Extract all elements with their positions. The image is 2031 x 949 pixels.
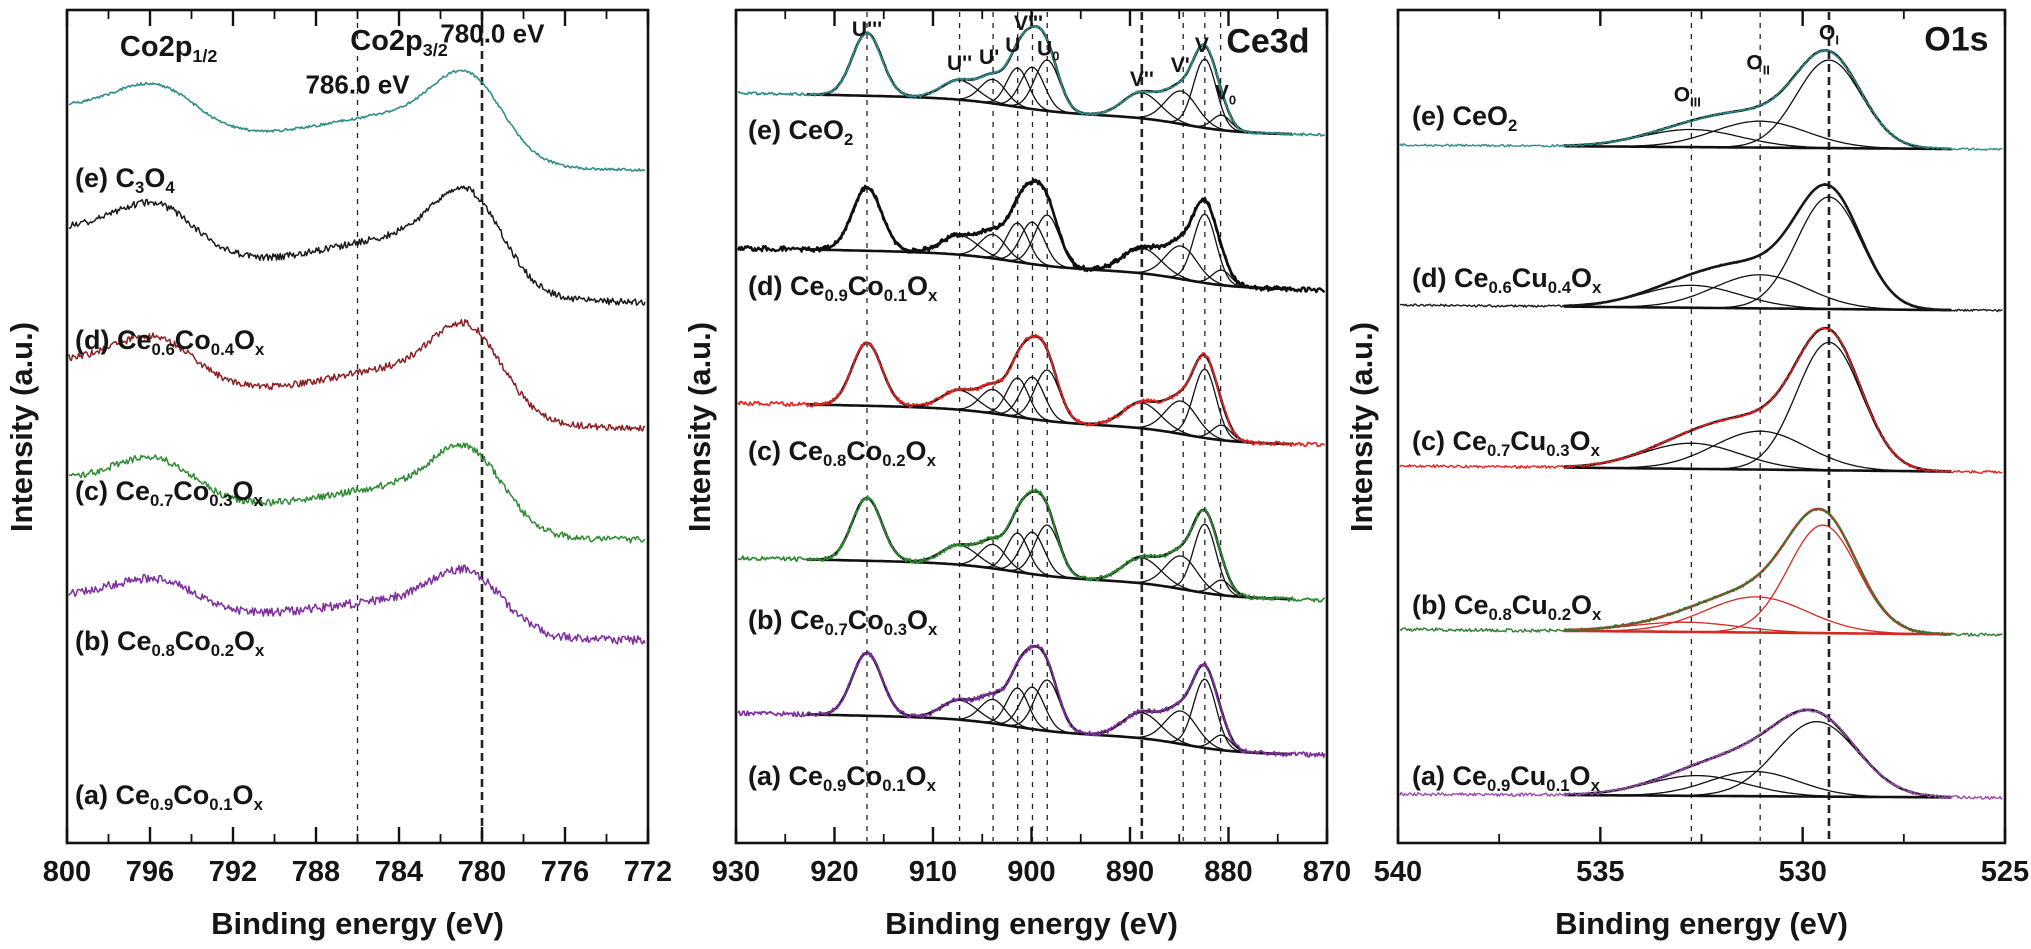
spectrum-curve-ce3d-b xyxy=(737,488,1326,603)
fit-component-ce3d-e-2 xyxy=(806,78,1292,135)
spectrum-curve-co2p-c xyxy=(68,318,646,432)
fit-component-ce3d-a-1 xyxy=(806,699,1292,755)
plot-border xyxy=(734,8,1329,845)
fit-component-ce3d-b-2 xyxy=(806,543,1292,600)
panel-co2p xyxy=(65,8,650,845)
fit-component-o1s-d-1 xyxy=(1563,274,1952,311)
panel-o1s xyxy=(1396,8,2007,845)
fit-component-ce3d-c-2 xyxy=(806,388,1292,445)
spectrum-curve-ce3d-a xyxy=(737,643,1326,758)
fit-component-ce3d-d-9 xyxy=(806,248,1292,290)
spectrum-curve-o1s-a xyxy=(1399,708,2003,800)
spectrum-curve-o1s-d xyxy=(1399,182,2003,313)
fit-component-ce3d-c-9 xyxy=(806,403,1292,445)
fit-envelope-o1s-c xyxy=(1563,326,1952,473)
fit-component-o1s-e-1 xyxy=(1563,120,1952,150)
fit-component-o1s-b-1 xyxy=(1563,596,1952,635)
fit-envelope-ce3d-c xyxy=(806,334,1292,446)
fit-component-ce3d-c-1 xyxy=(806,389,1292,445)
fit-component-o1s-c-1 xyxy=(1563,430,1952,473)
fit-component-ce3d-b-1 xyxy=(806,544,1292,600)
fit-component-ce3d-a-2 xyxy=(806,698,1292,755)
fit-component-ce3d-e-9 xyxy=(806,93,1292,135)
spectrum-curve-co2p-e xyxy=(68,69,646,172)
spectrum-curve-ce3d-e xyxy=(737,24,1325,137)
spectrum-curve-o1s-e xyxy=(1399,48,2003,151)
fit-component-ce3d-a-9 xyxy=(806,713,1292,755)
fit-component-ce3d-b-9 xyxy=(806,558,1292,600)
fit-envelope-o1s-e xyxy=(1563,49,1952,151)
spectrum-curve-o1s-b xyxy=(1399,507,2003,637)
spectrum-curve-ce3d-c xyxy=(737,333,1325,448)
fit-component-ce3d-e-1 xyxy=(806,79,1292,135)
spectrum-curve-co2p-b xyxy=(68,442,646,544)
spectrum-curve-co2p-d xyxy=(68,185,646,306)
panel-ce3d xyxy=(734,8,1329,845)
spectrum-curve-co2p-a xyxy=(68,564,646,645)
fit-envelope-o1s-d xyxy=(1563,183,1952,312)
spectrum-curve-ce3d-d xyxy=(737,178,1325,294)
spectrum-curve-o1s-c xyxy=(1399,327,2003,474)
